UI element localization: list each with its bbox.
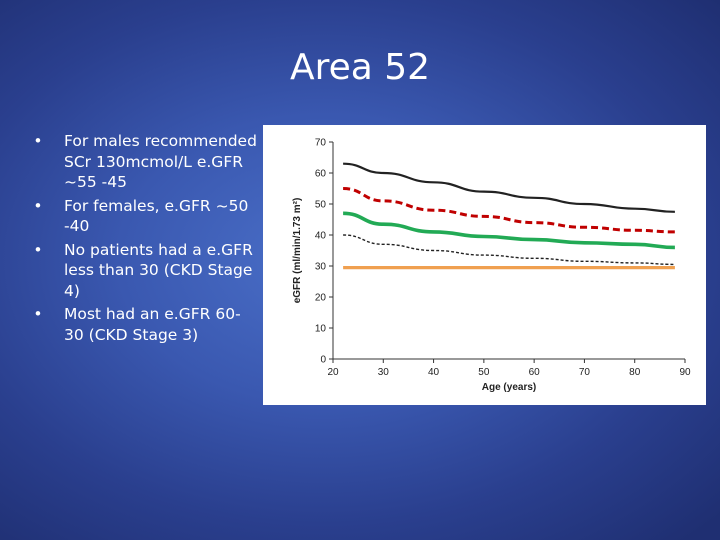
bullet-item: • For females, e.GFR ~50 -40 [28,196,260,237]
x-tick-label: 20 [327,367,339,378]
series-line-4 [343,234,675,266]
y-tick-label: 40 [315,231,327,242]
series-line-3 [343,211,675,250]
x-tick-label: 60 [529,367,541,378]
bullet-text: No patients had a e.GFR less than 30 (CK… [64,240,253,300]
x-tick-label: 90 [679,367,691,378]
y-tick-label: 20 [315,293,327,304]
series-line-2 [343,187,675,234]
bullet-text: Most had an e.GFR 60-30 (CKD Stage 3) [64,305,241,344]
y-tick-label: 50 [315,200,327,211]
x-tick-label: 70 [579,367,591,378]
y-tick-label: 10 [315,324,327,335]
x-axis-label: Age (years) [482,382,536,393]
bullet-text: For females, e.GFR ~50 -40 [64,196,249,236]
bullet-item: • No patients had a e.GFR less than 30 (… [28,240,260,302]
bullet-list: • For males recommended SCr 130mcmol/L e… [28,131,260,348]
x-tick-label: 30 [378,367,390,378]
x-tick-label: 50 [478,367,490,378]
y-axis-label: eGFR (ml/min/1.73 m²) [292,198,303,304]
y-tick-label: 0 [320,355,326,366]
egfr-chart: 0 10 20 30 40 50 60 70 20 30 40 50 60 70 80 90 Age (year… [292,138,691,394]
slide-title: Area 52 [289,47,431,88]
series-line-1 [343,162,675,213]
x-tick-label: 40 [428,367,440,378]
bullet-item: • Most had an e.GFR 60-30 (CKD Stage 3) [28,304,260,345]
bullet-icon: • [33,132,43,150]
bullet-text: For males recommended SCr 130mcmol/L e.G… [64,132,257,191]
y-tick-label: 30 [315,262,327,273]
bullet-icon: • [33,305,43,323]
chart-panel: 0 10 20 30 40 50 60 70 20 30 40 50 60 70 80 90 Age (year… [263,125,706,405]
y-tick-label: 60 [315,169,327,180]
bullet-icon: • [33,240,43,259]
y-tick-label: 70 [315,138,327,149]
x-tick-label: 80 [629,367,641,378]
bullet-icon: • [33,196,43,215]
bullet-item: • For males recommended SCr 130mcmol/L e… [28,131,260,193]
